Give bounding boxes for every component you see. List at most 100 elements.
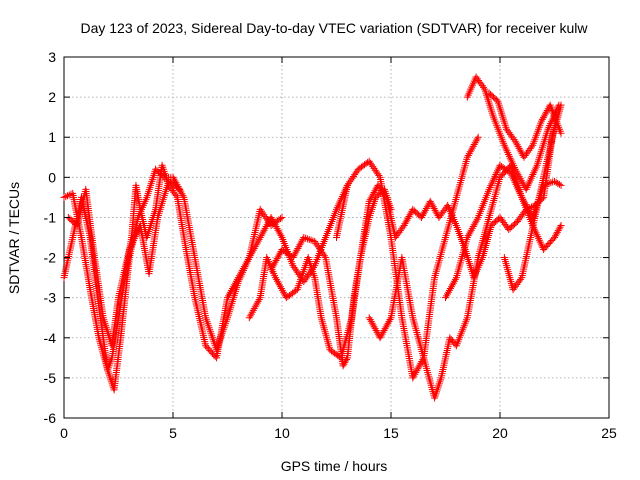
data-point [261, 224, 269, 232]
data-point [174, 184, 182, 192]
data-point [260, 211, 268, 219]
data-points [60, 73, 565, 402]
data-point [384, 319, 392, 327]
data-point [275, 228, 283, 236]
data-point [258, 230, 266, 238]
data-point [289, 254, 297, 262]
data-point [409, 374, 417, 382]
data-point [280, 290, 288, 298]
data-point [366, 196, 374, 204]
y-tick-label: 1 [48, 129, 56, 145]
plot-frame [63, 56, 610, 419]
data-point [277, 232, 285, 240]
data-point [254, 297, 262, 305]
data-point [414, 365, 422, 373]
data-point [432, 208, 440, 216]
data-point [312, 239, 320, 247]
data-point [268, 264, 276, 272]
data-point [370, 164, 378, 172]
data-point [426, 197, 434, 205]
data-point [443, 290, 451, 298]
y-tick-label: 0 [48, 169, 56, 185]
data-point [272, 275, 280, 283]
data-point [513, 141, 521, 149]
data-point [448, 281, 456, 289]
data-point [399, 223, 407, 231]
data-point [372, 168, 380, 176]
data-point [318, 248, 326, 256]
data-point [290, 263, 298, 271]
data-point [427, 199, 435, 207]
data-point [372, 326, 380, 334]
data-point [468, 224, 476, 232]
data-point [401, 220, 409, 228]
data-point [347, 176, 355, 184]
data-point [270, 260, 278, 268]
data-point [371, 187, 379, 195]
data-point [464, 151, 472, 159]
data-point [313, 241, 321, 249]
data-point [257, 232, 265, 240]
data-point [269, 262, 277, 270]
data-point [465, 150, 473, 158]
data-point [400, 221, 408, 229]
data-point [444, 288, 452, 296]
data-point [428, 201, 436, 209]
data-point [539, 114, 547, 122]
series-track-3 [64, 177, 184, 350]
data-point [345, 180, 353, 188]
series-track-4 [245, 185, 395, 362]
data-point [472, 137, 480, 145]
x-tick-label: 10 [274, 425, 290, 441]
y-tick-label: -4 [44, 330, 57, 346]
data-point [170, 175, 178, 183]
data-point [249, 306, 257, 314]
data-point [275, 281, 283, 289]
x-tick-label: 0 [60, 425, 68, 441]
x-tick-label: 15 [383, 425, 399, 441]
data-point [418, 212, 426, 220]
data-point [468, 144, 476, 152]
data-point [365, 314, 373, 322]
data-point [265, 218, 273, 226]
y-tick-label: 3 [48, 49, 56, 65]
data-point [275, 251, 283, 259]
data-point [473, 135, 481, 143]
data-point [516, 146, 524, 154]
data-point [294, 244, 302, 252]
data-point [467, 146, 475, 154]
data-point [413, 367, 421, 375]
data-point [271, 258, 279, 266]
data-point [377, 332, 385, 340]
data-point [291, 265, 299, 273]
y-tick-label: -3 [44, 290, 57, 306]
data-point [348, 174, 356, 182]
data-point [557, 221, 565, 229]
data-point [317, 246, 325, 254]
data-point [541, 110, 549, 118]
data-point [467, 226, 475, 234]
data-point [252, 301, 260, 309]
data-point [233, 275, 241, 283]
data-point [543, 180, 551, 188]
data-point [260, 226, 268, 234]
data-point [290, 252, 298, 260]
data-point [543, 106, 551, 114]
data-point [247, 310, 255, 318]
data-point [403, 216, 411, 224]
data-point [420, 208, 428, 216]
data-point [466, 148, 474, 156]
data-point [246, 312, 254, 320]
data-point [368, 192, 376, 200]
data-point [411, 370, 419, 378]
data-point [271, 274, 279, 282]
data-point [473, 215, 481, 223]
data-point [242, 259, 250, 267]
data-point [513, 169, 521, 177]
data-point [445, 286, 453, 294]
data-point [259, 228, 267, 236]
data-point [370, 323, 378, 331]
data-point [555, 101, 563, 109]
series-track-10 [500, 113, 561, 294]
data-point [276, 283, 284, 291]
